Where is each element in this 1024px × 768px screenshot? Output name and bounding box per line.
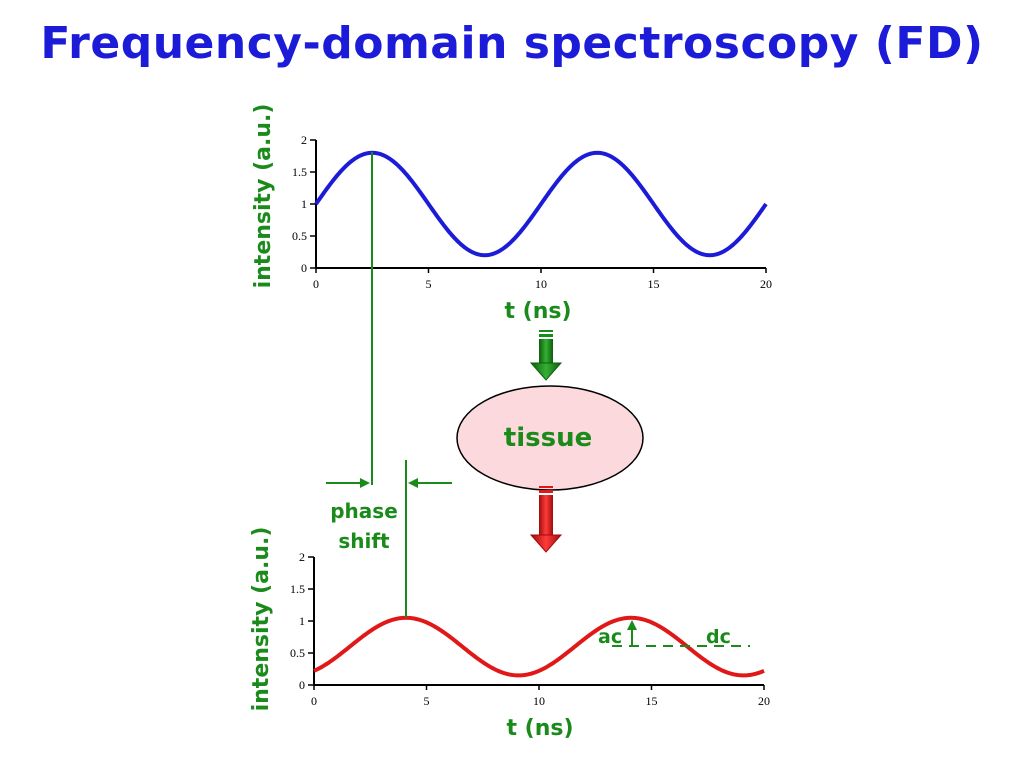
top-x-tick-label: 0 [313, 277, 319, 291]
arrow-up-icon [627, 620, 637, 630]
shift-label: shift [338, 529, 390, 553]
top-x-tick-label: 15 [648, 277, 660, 291]
slide-title: Frequency-domain spectroscopy (FD) [40, 18, 984, 69]
ac-dc-annotation: ac dc [598, 620, 750, 648]
arrow-left-icon [408, 478, 418, 488]
input-intensity-plot: 00.511.520 5 10 15 20 t (ns) intensity (a.u.… [251, 104, 772, 324]
bottom-y-tick-label: 0 [299, 678, 305, 692]
arrow-right-icon [360, 478, 370, 488]
bottom-y-axis-label: intensity (a.u.) [249, 527, 274, 712]
top-y-tick-label: 2 [301, 133, 307, 147]
ac-label: ac [598, 626, 622, 648]
tissue-label: tissue [504, 423, 592, 453]
bottom-x-tick-label: 20 [758, 694, 770, 708]
bottom-y-tick-label: 2 [299, 550, 305, 564]
top-y-tick-label: 1.5 [292, 165, 307, 179]
top-y-tick-label: 0 [301, 261, 307, 275]
top-y-tick-label: 0.5 [292, 229, 307, 243]
output-light-arrow [529, 486, 563, 553]
input-light-arrow [529, 330, 563, 381]
bottom-x-tick-label: 5 [424, 694, 430, 708]
bottom-x-tick-label: 10 [533, 694, 545, 708]
bottom-x-tick-label: 15 [646, 694, 658, 708]
bottom-x-tick-label: 0 [311, 694, 317, 708]
bottom-x-axis-label: t (ns) [506, 716, 573, 741]
output-wave-line [313, 615, 765, 678]
input-wave-line [314, 150, 768, 258]
dc-label: dc [706, 626, 731, 648]
output-intensity-plot: 00.511.520 5 10 15 20 t (ns) intensity (a.u.… [249, 527, 770, 741]
bottom-y-tick-label: 1 [299, 614, 305, 628]
bottom-y-tick-label: 0.5 [290, 646, 305, 660]
bottom-y-tick-label: 1.5 [290, 582, 305, 596]
top-x-axis-label: t (ns) [504, 299, 571, 324]
top-y-axis-label: intensity (a.u.) [251, 104, 276, 289]
phase-label: phase [330, 499, 398, 523]
top-x-tick-label: 20 [760, 277, 772, 291]
phase-shift-indicator: phase shift [326, 152, 452, 618]
tissue-sample: tissue [456, 385, 644, 491]
top-y-tick-label: 1 [301, 197, 307, 211]
top-x-tick-label: 5 [426, 277, 432, 291]
top-x-tick-label: 10 [535, 277, 547, 291]
